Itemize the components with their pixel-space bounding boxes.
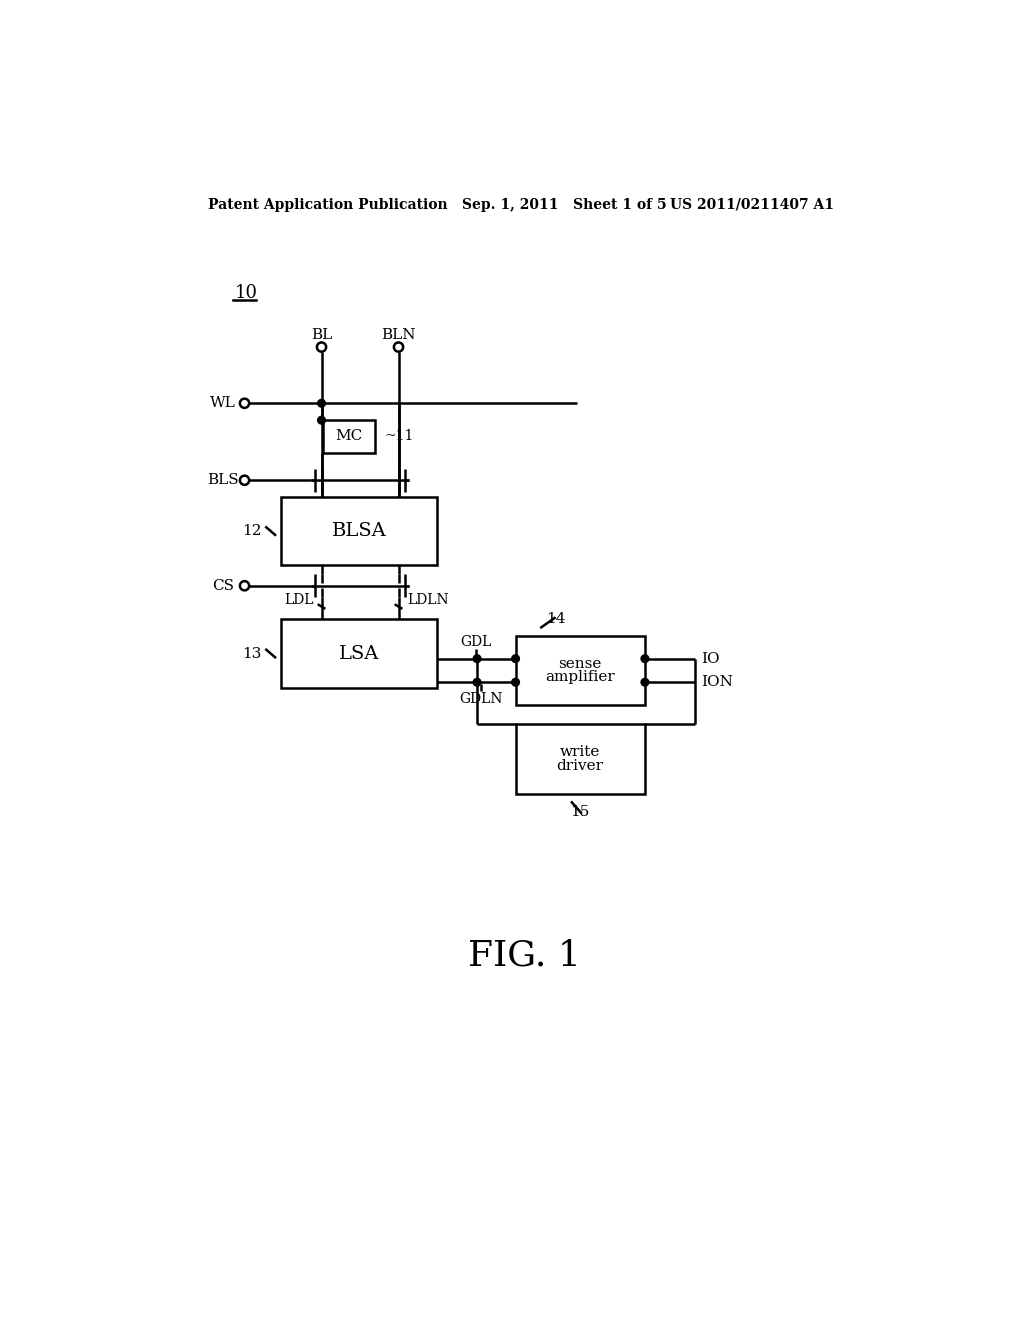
Circle shape [641,655,649,663]
Text: sense: sense [558,656,602,671]
Text: BLN: BLN [381,327,416,342]
Text: BL: BL [311,327,332,342]
Text: ION: ION [701,676,733,689]
Text: MC: MC [336,429,362,444]
Text: LDLN: LDLN [408,594,450,607]
Circle shape [317,416,326,424]
Circle shape [512,655,519,663]
Text: Sep. 1, 2011   Sheet 1 of 5: Sep. 1, 2011 Sheet 1 of 5 [462,198,667,211]
Bar [281,619,437,688]
Bar [281,498,437,565]
Text: BLS: BLS [207,474,239,487]
Text: Patent Application Publication: Patent Application Publication [208,198,447,211]
Text: FIG. 1: FIG. 1 [468,939,582,973]
Circle shape [473,655,481,663]
Text: 10: 10 [234,284,257,302]
Circle shape [316,342,326,351]
Bar [323,420,376,453]
Circle shape [512,678,519,686]
Text: amplifier: amplifier [546,671,615,684]
Text: WL: WL [210,396,236,411]
Text: ~11: ~11 [385,429,414,444]
Text: CS: CS [212,578,233,593]
Text: US 2011/0211407 A1: US 2011/0211407 A1 [670,198,834,211]
Circle shape [394,342,403,351]
Circle shape [240,399,249,408]
Text: GDLN: GDLN [459,692,503,706]
Text: 14: 14 [547,612,566,626]
Text: 12: 12 [242,524,261,539]
Text: BLSA: BLSA [332,523,386,540]
Text: write: write [560,744,600,759]
Circle shape [240,581,249,590]
Circle shape [641,678,649,686]
Text: 13: 13 [242,647,261,660]
Circle shape [240,475,249,484]
Circle shape [473,678,481,686]
Circle shape [317,400,326,407]
Text: IO: IO [701,652,720,665]
Text: 15: 15 [570,805,590,820]
Text: driver: driver [557,759,604,774]
Text: LSA: LSA [339,644,379,663]
Bar [515,636,645,705]
Text: GDL: GDL [461,635,492,648]
Text: LDL: LDL [285,594,313,607]
Bar [515,725,645,793]
